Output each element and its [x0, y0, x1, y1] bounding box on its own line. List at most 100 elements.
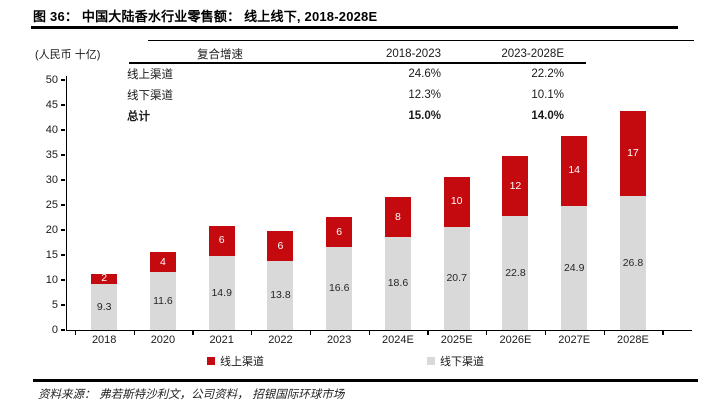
bar-value-label-offline-2026E: 22.8 [505, 266, 526, 279]
cagr-header-2023-2028e: 2023-2028E [501, 47, 564, 60]
cagr-row-online: 线上渠道 24.6% 22.2% [127, 63, 564, 84]
x-category-label-2027E: 2027E [558, 334, 591, 346]
cagr-header-metric: 复合增速 [197, 48, 243, 61]
cagr-row-online-2023-2028e: 22.2% [531, 67, 564, 80]
bar-segment-offline-2027E: 24.9 [561, 205, 588, 330]
x-category-label-2026E: 2026E [499, 334, 532, 346]
bar-value-label-offline-2027E: 24.9 [563, 261, 585, 274]
cagr-header-2018-2023: 2018-2023 [386, 47, 441, 60]
bar-segment-online-2025E: 10 [443, 176, 470, 227]
y-tick-25 [61, 204, 65, 206]
bar-segment-online-2027E: 14 [561, 135, 588, 206]
x-category-label-2018: 2018 [91, 334, 117, 346]
bar-value-label-offline-2028E: 26.8 [622, 256, 644, 269]
bar-value-label-online-2023: 6 [336, 225, 343, 238]
x-category-label-2023: 2023 [326, 334, 352, 346]
x-category-label-2021: 2021 [209, 334, 234, 346]
cagr-table-top-rule [148, 40, 694, 42]
y-tick-label-50: 50 [45, 74, 58, 86]
y-tick-label-40: 40 [45, 124, 58, 136]
cagr-table-header-rule [129, 62, 586, 64]
bar-value-label-online-2018: 2 [101, 272, 108, 285]
legend-label-online: 线上渠道 [220, 356, 264, 368]
cagr-row-total-2018-2023: 15.0% [408, 109, 441, 122]
x-tick-0 [74, 331, 76, 335]
y-tick-10 [61, 279, 65, 281]
bar-segment-offline-2024E: 18.6 [384, 237, 411, 330]
cagr-table-header-row: 复合增速 2018-2023 2023-2028E [127, 44, 564, 63]
figure-title: 图 36： 中国大陆香水行业零售额： 线上线下, 2018-2028E [33, 9, 378, 24]
y-tick-label-15: 15 [45, 249, 58, 261]
x-category-label-2025E: 2025E [440, 334, 473, 346]
bar-segment-online-2024E: 8 [384, 197, 411, 237]
y-tick-label-20: 20 [45, 224, 58, 236]
y-tick-20 [61, 229, 65, 231]
y-tick-label-5: 5 [51, 299, 58, 311]
cagr-row-total-2023-2028e: 14.0% [531, 109, 564, 122]
bar-value-label-online-2026E: 12 [509, 179, 522, 192]
bar-value-label-online-2024E: 8 [395, 210, 401, 223]
bar-value-label-offline-2018: 9.3 [96, 300, 112, 313]
bar-segment-online-2026E: 12 [502, 156, 529, 216]
x-axis-line [65, 330, 692, 332]
bar-value-label-online-2022: 6 [277, 239, 284, 252]
bar-value-label-online-2027E: 14 [568, 164, 581, 177]
bar-segment-offline-2018: 9.3 [91, 283, 118, 330]
legend-item-offline: 线下渠道 [427, 353, 484, 369]
legend-swatch-online [207, 357, 215, 365]
bar-value-label-offline-2020: 11.6 [153, 294, 173, 307]
y-tick-50 [61, 79, 65, 81]
y-tick-15 [61, 254, 65, 256]
y-tick-40 [61, 129, 65, 131]
bar-value-label-online-2025E: 10 [450, 195, 463, 208]
y-tick-label-35: 35 [45, 149, 58, 161]
cagr-table: 复合增速 2018-2023 2023-2028E 线上渠道 24.6% 22.… [127, 44, 564, 126]
cagr-row-offline-2018-2023: 12.3% [408, 88, 441, 101]
x-tick-6 [427, 331, 429, 335]
y-tick-label-45: 45 [45, 99, 58, 111]
source-note: 资料来源： 弗若斯特沙利文，公司资料， 招银国际环球市场 [38, 387, 345, 401]
x-tick-2 [192, 331, 194, 335]
bar-segment-online-2022: 6 [267, 231, 294, 261]
cagr-row-offline: 线下渠道 12.3% 10.1% [127, 84, 564, 105]
y-tick-label-10: 10 [45, 274, 58, 286]
x-tick-3 [251, 331, 253, 335]
bar-segment-offline-2023: 16.6 [326, 247, 353, 330]
cagr-row-total: 总计 15.0% 14.0% [127, 105, 564, 126]
x-category-label-2024E: 2024E [382, 334, 414, 346]
bar-value-label-offline-2021: 14.9 [211, 286, 232, 299]
bar-value-label-offline-2022: 13.8 [270, 289, 291, 302]
cagr-row-offline-label: 线下渠道 [127, 89, 173, 102]
bar-value-label-offline-2023: 16.6 [328, 282, 350, 295]
bar-value-label-online-2028E: 17 [627, 147, 639, 160]
legend-item-online: 线上渠道 [207, 353, 264, 369]
bar-value-label-online-2020: 4 [160, 255, 166, 268]
x-tick-8 [544, 331, 546, 335]
x-tick-10 [662, 331, 664, 335]
x-category-label-2022: 2022 [268, 334, 293, 346]
bar-value-label-offline-2025E: 20.7 [446, 272, 467, 284]
y-tick-label-30: 30 [45, 174, 58, 186]
bar-segment-offline-2025E: 20.7 [443, 226, 470, 330]
y-tick-0 [61, 329, 65, 331]
title-divider [31, 26, 678, 29]
bar-segment-online-2028E: 17 [619, 111, 646, 196]
cagr-row-online-label: 线上渠道 [127, 68, 173, 81]
bar-value-label-offline-2024E: 18.6 [387, 277, 409, 290]
legend-label-offline: 线下渠道 [440, 356, 484, 368]
y-axis-unit-label: (人民币 十亿) [35, 49, 101, 61]
cagr-row-total-label: 总计 [127, 110, 150, 123]
y-tick-5 [61, 304, 65, 306]
bar-segment-offline-2028E: 26.8 [619, 196, 646, 330]
legend-swatch-offline [427, 357, 435, 365]
bar-segment-offline-2020: 11.6 [149, 272, 176, 330]
bar-segment-online-2023: 6 [326, 217, 353, 247]
x-tick-5 [368, 331, 370, 335]
x-tick-9 [603, 331, 605, 335]
bar-segment-online-2020: 4 [149, 252, 176, 272]
y-axis-line [65, 76, 67, 331]
bar-segment-online-2018: 2 [91, 272, 118, 285]
x-category-label-2028E: 2028E [617, 334, 649, 346]
y-tick-30 [61, 179, 65, 181]
